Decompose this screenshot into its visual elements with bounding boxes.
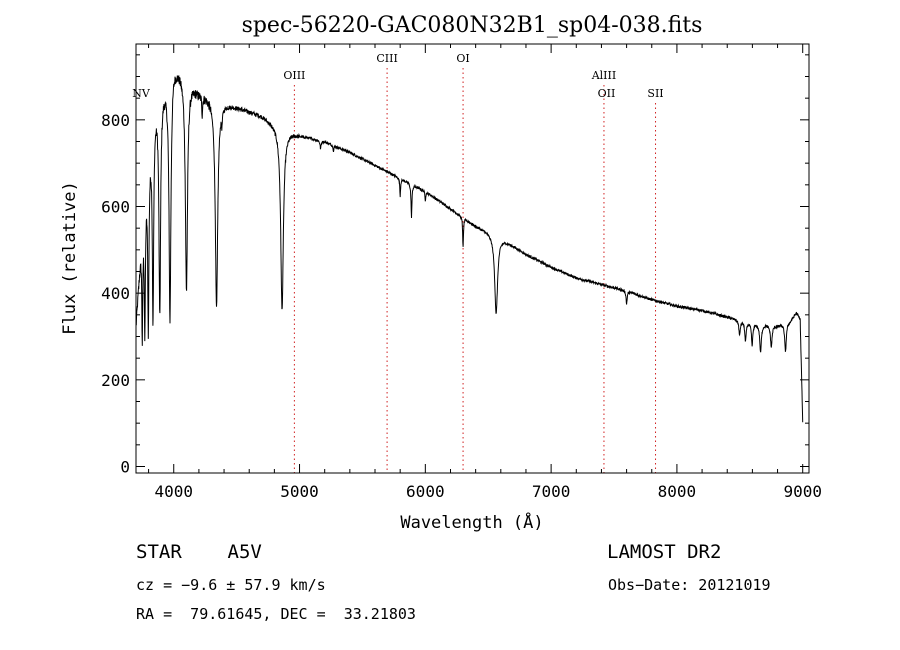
y-tick-label: 600	[101, 198, 130, 217]
emission-line-label: SII	[647, 87, 663, 100]
x-axis-label: Wavelength (Å)	[400, 511, 543, 533]
emission-line-labels: NV OIII CIII OI AlIII OII SII	[132, 52, 663, 100]
coordinates-text: RA = 79.61645, DEC = 33.21803	[136, 605, 416, 623]
chart-title: spec-56220-GAC080N32B1_sp04-038.fits	[242, 13, 703, 38]
object-class: STAR A5V	[136, 541, 262, 563]
y-tick-label: 800	[101, 111, 130, 130]
y-axis-label: Flux (relative)	[60, 181, 80, 335]
x-tick-label: 6000	[406, 482, 445, 501]
plot-frame	[135, 43, 810, 474]
y-tick-label: 400	[101, 284, 130, 303]
x-tick-label: 4000	[154, 482, 193, 501]
observation-date: Obs−Date: 20121019	[608, 576, 771, 594]
emission-line-label: CIII	[376, 52, 397, 65]
y-tick-label: 200	[101, 371, 130, 390]
emission-line-label: NV	[132, 87, 151, 100]
emission-line-markers	[293, 68, 657, 473]
x-axis-ticks: 4000 5000 6000 7000 8000 9000	[148, 44, 822, 501]
spectrum-line	[135, 75, 804, 423]
y-axis-ticks: 0 200 400 600 800	[101, 54, 809, 477]
emission-line-label: OIII	[283, 69, 305, 82]
x-tick-label: 9000	[783, 482, 822, 501]
redshift-text: cz = −9.6 ± 57.9 km/s	[136, 576, 326, 594]
emission-line-label: OI	[456, 52, 469, 65]
x-tick-label: 8000	[658, 482, 697, 501]
y-tick-label: 0	[120, 458, 130, 477]
emission-line-label: OII	[598, 87, 616, 100]
emission-line-label: AlIII	[591, 69, 617, 82]
x-tick-label: 5000	[280, 482, 319, 501]
survey-name: LAMOST DR2	[607, 541, 721, 563]
x-tick-label: 7000	[532, 482, 571, 501]
